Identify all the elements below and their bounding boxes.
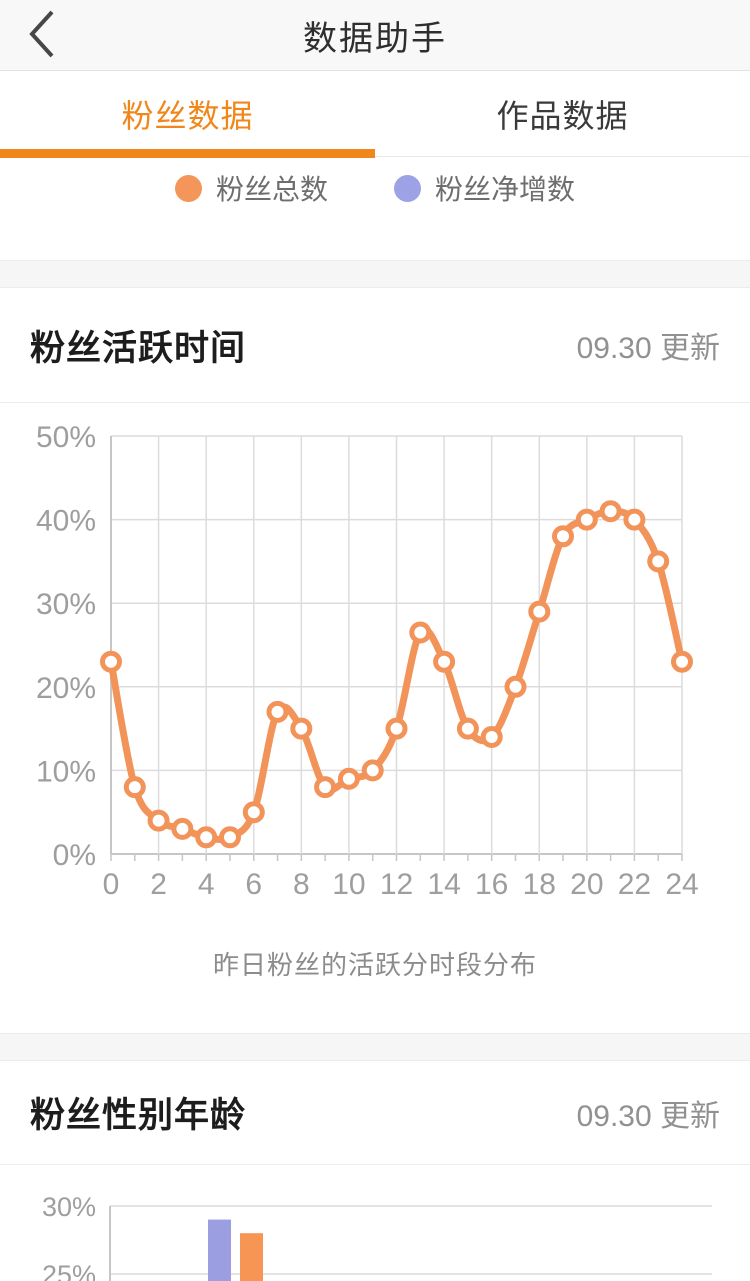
legend-dot-total xyxy=(174,174,202,202)
tab-fans-data[interactable]: 粉丝数据 xyxy=(0,71,375,158)
tab-bar: 粉丝数据 作品数据 xyxy=(0,71,750,158)
svg-text:10%: 10% xyxy=(36,755,96,788)
data-point xyxy=(100,650,122,673)
fan-activity-line-chart: 0%10%20%30%40%50%0 2 4 6 8 10 12 14 16 18 20 22 24 xyxy=(36,421,699,901)
data-point xyxy=(171,817,194,840)
svg-text:2: 2 xyxy=(150,868,167,901)
chevron-left-icon xyxy=(24,8,64,63)
tab-works-data[interactable]: 作品数据 xyxy=(496,97,629,134)
svg-text:16: 16 xyxy=(475,868,508,901)
svg-text:30%: 30% xyxy=(36,588,96,621)
data-point xyxy=(647,550,670,573)
data-point xyxy=(671,650,693,673)
navbar: 数据助手 xyxy=(0,0,750,71)
data-point xyxy=(599,500,622,523)
data-point xyxy=(552,525,574,548)
data-point xyxy=(195,826,218,849)
svg-text:20: 20 xyxy=(570,868,603,901)
data-point xyxy=(575,508,598,531)
legend-item-net: 粉丝净增数 xyxy=(394,168,575,208)
update-time-gender-age: 09.30 更新 xyxy=(576,1099,720,1133)
svg-text:24: 24 xyxy=(665,868,698,901)
data-point xyxy=(361,759,384,782)
spacer xyxy=(0,980,750,1033)
section-activity-header: 粉丝活跃时间 09.30 更新 xyxy=(0,288,750,403)
data-point xyxy=(290,717,313,740)
svg-text:12: 12 xyxy=(380,868,413,901)
data-point xyxy=(433,650,456,673)
data-point xyxy=(528,600,551,623)
legend-label-net: 粉丝净增数 xyxy=(435,174,576,205)
data-point xyxy=(314,776,337,799)
section-gender-age-header: 粉丝性别年龄 09.30 更新 xyxy=(0,1061,750,1165)
data-point xyxy=(480,726,503,748)
svg-text:8: 8 xyxy=(293,868,310,901)
section-title-activity: 粉丝活跃时间 xyxy=(30,328,247,368)
back-button[interactable] xyxy=(14,0,74,70)
svg-text:4: 4 xyxy=(198,868,215,901)
chart-caption: 昨日粉丝的活跃分时段分布 xyxy=(212,950,537,980)
data-point xyxy=(219,826,241,849)
bar-purple xyxy=(208,1219,231,1281)
bar-orange xyxy=(240,1233,263,1281)
legend-dot-net xyxy=(394,174,421,202)
svg-text:10: 10 xyxy=(332,868,365,901)
legend-label-total: 粉丝总数 xyxy=(215,174,328,205)
page-title: 数据助手 xyxy=(303,19,447,58)
data-point xyxy=(123,776,146,799)
section-title-gender-age: 粉丝性别年龄 xyxy=(30,1096,247,1135)
active-tab-underline xyxy=(0,149,375,158)
svg-text:25%: 25% xyxy=(42,1260,96,1281)
svg-text:30%: 30% xyxy=(42,1192,96,1222)
data-point xyxy=(147,809,170,832)
svg-text:20%: 20% xyxy=(36,672,96,705)
legend-item-total: 粉丝总数 xyxy=(174,168,328,208)
data-point xyxy=(242,801,265,824)
svg-text:0: 0 xyxy=(103,868,120,901)
update-time-activity: 09.30 更新 xyxy=(576,332,720,365)
svg-text:14: 14 xyxy=(427,868,460,901)
gender-age-bar-chart: 30% 25% xyxy=(42,1192,712,1281)
section-separator xyxy=(0,260,750,288)
svg-text:22: 22 xyxy=(618,868,651,901)
data-point xyxy=(337,767,360,790)
svg-text:6: 6 xyxy=(245,868,262,901)
svg-text:18: 18 xyxy=(523,868,556,901)
data-point xyxy=(623,508,646,531)
svg-text:40%: 40% xyxy=(36,505,96,538)
data-point xyxy=(504,675,527,698)
data-point xyxy=(409,621,432,644)
section-separator xyxy=(0,1033,750,1061)
data-point xyxy=(456,717,479,740)
svg-text:0%: 0% xyxy=(53,839,96,872)
spacer xyxy=(0,213,750,260)
data-point xyxy=(266,700,289,723)
chart-legend: 粉丝总数 粉丝净增数 xyxy=(0,163,750,213)
svg-text:50%: 50% xyxy=(36,421,96,454)
data-point xyxy=(385,717,408,740)
